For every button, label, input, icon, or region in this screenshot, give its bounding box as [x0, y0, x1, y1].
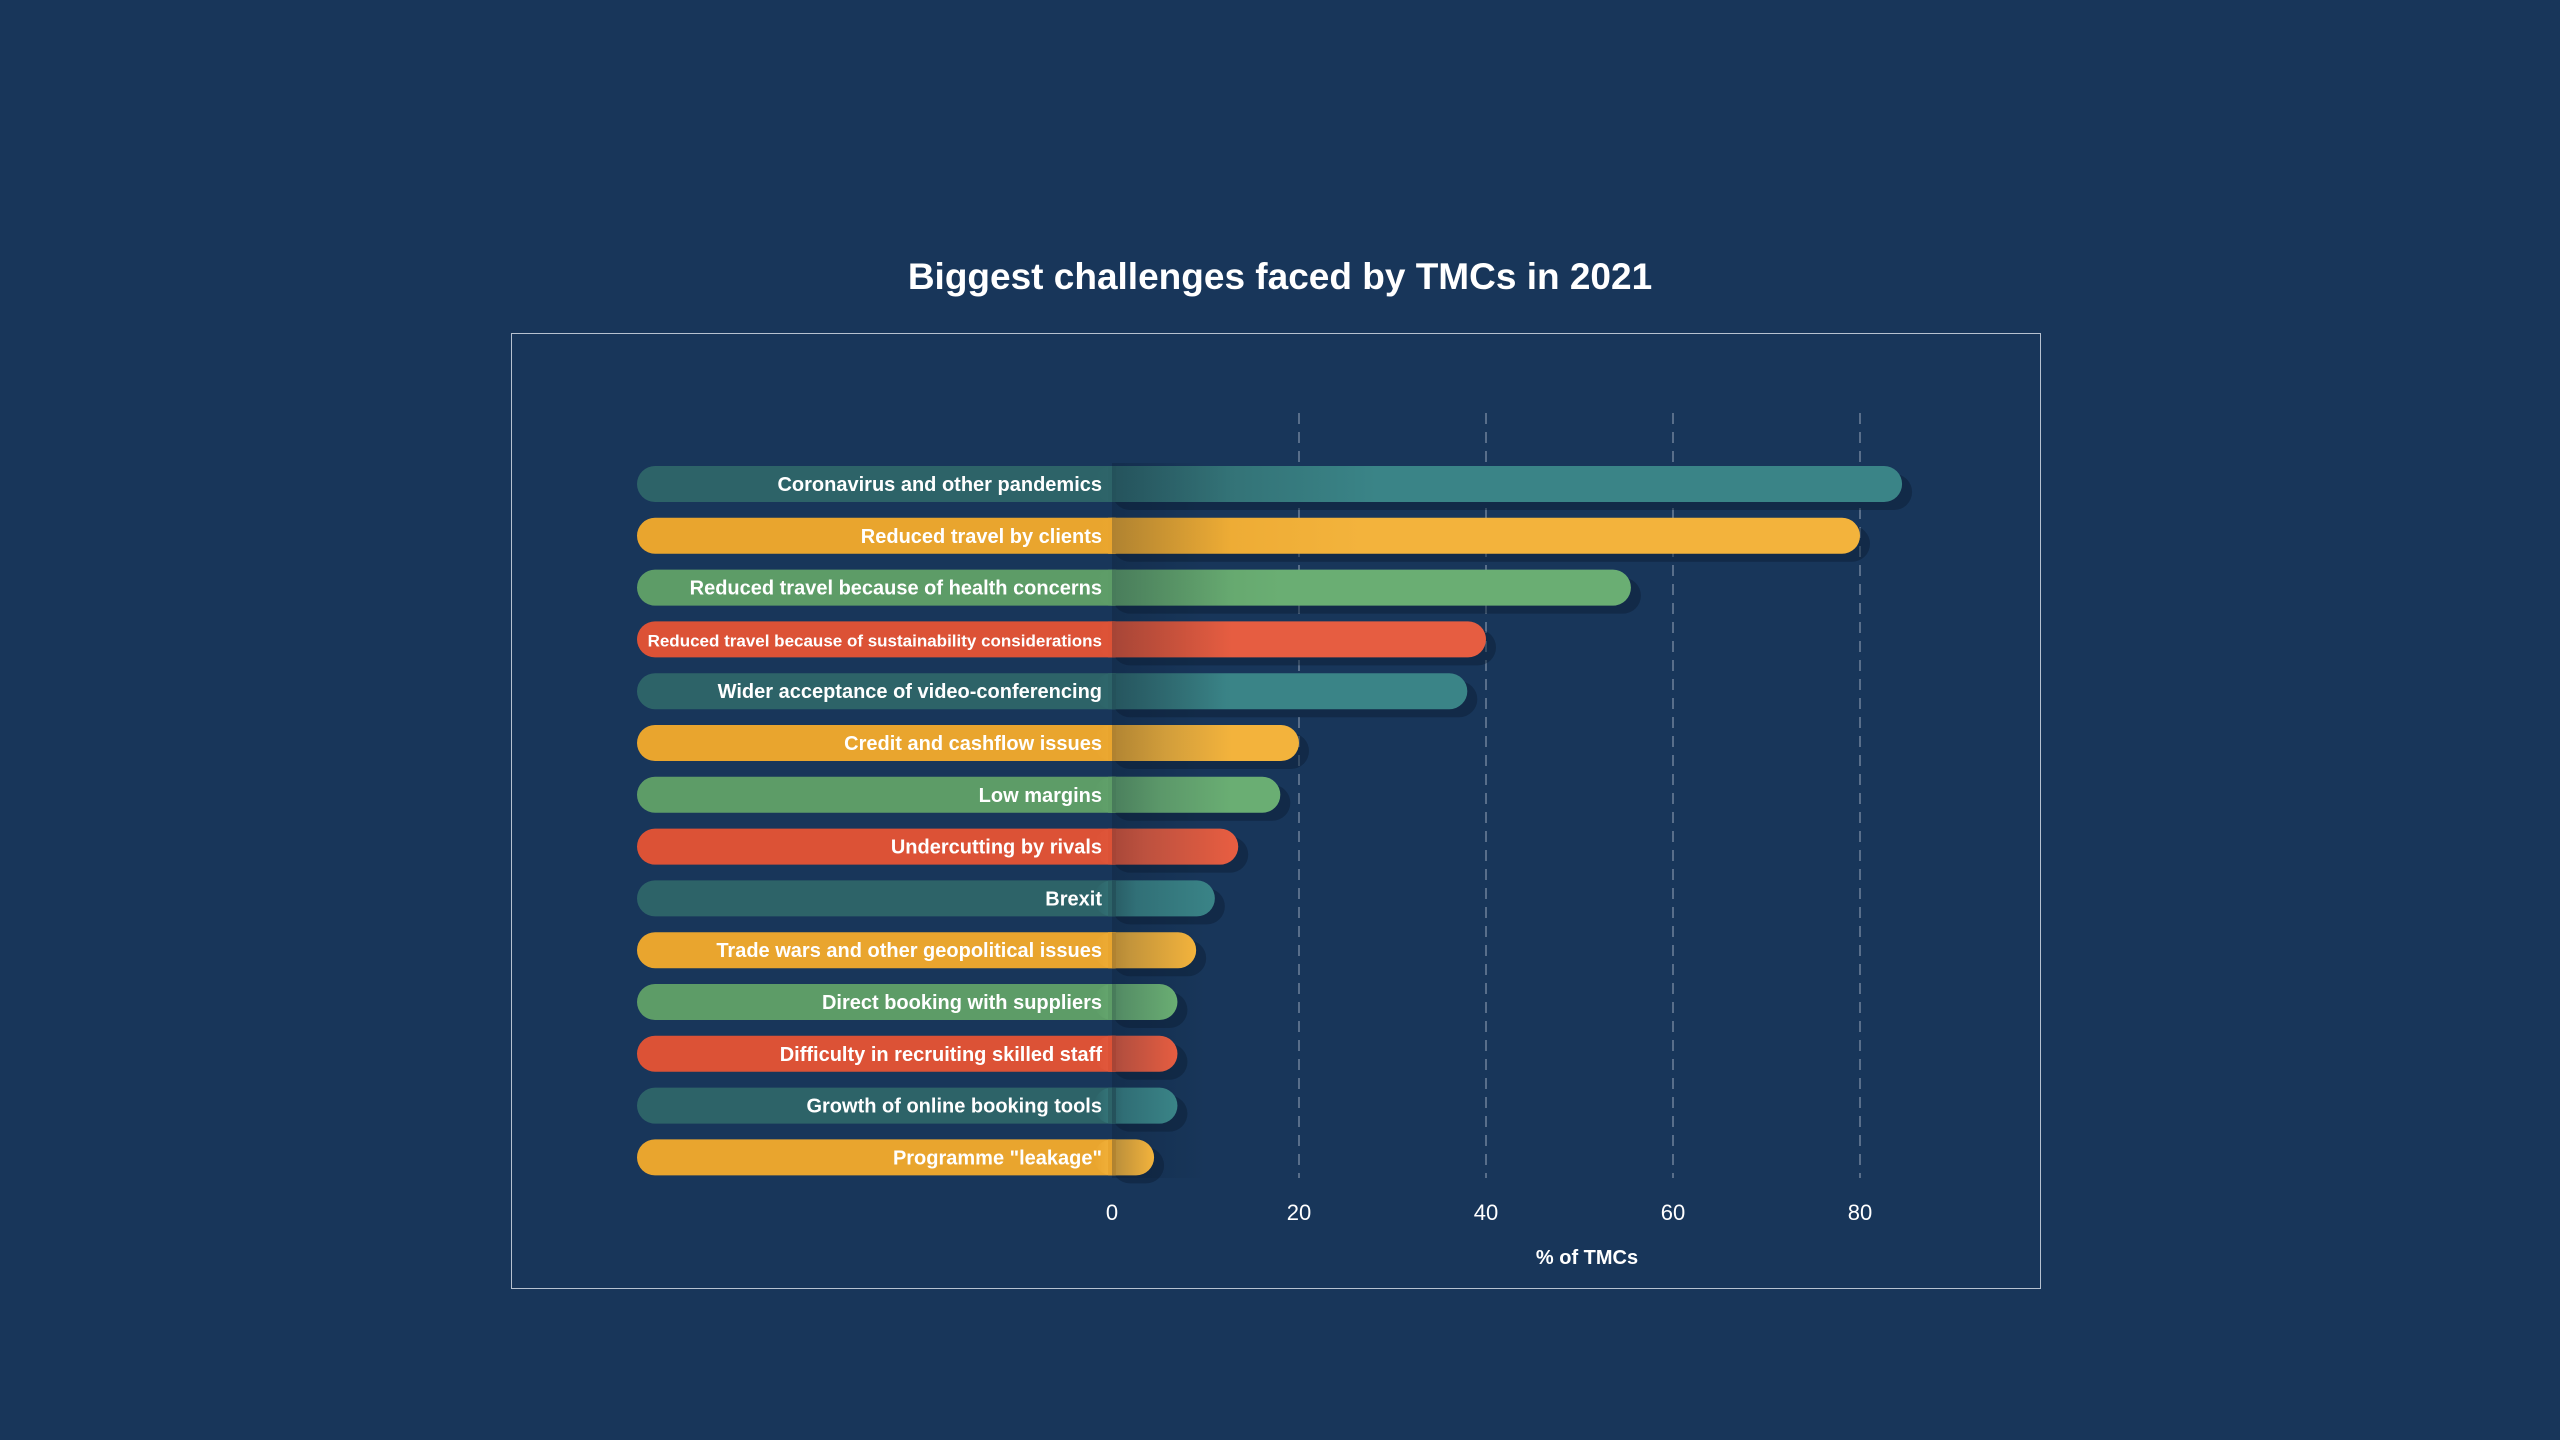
category-label: Wider acceptance of video-conferencing [718, 681, 1102, 703]
bar-zero-shade [1112, 621, 1232, 658]
category-label: Reduced travel because of sustainability… [648, 631, 1102, 650]
label-pill [637, 569, 1132, 606]
category-label: Credit and cashflow issues [844, 733, 1102, 755]
label-pill [637, 725, 1132, 761]
x-tick-label: 60 [1661, 1200, 1685, 1225]
label-pill [637, 880, 1132, 917]
label-pill [637, 828, 1132, 865]
bar-row: Low margins [637, 776, 1291, 821]
bar-row: Trade wars and other geopolitical issues [637, 932, 1207, 977]
category-label: Programme "leakage" [893, 1147, 1102, 1169]
category-label: Reduced travel by clients [861, 526, 1102, 548]
x-tick-label: 20 [1287, 1200, 1311, 1225]
category-label: Low margins [979, 785, 1102, 807]
label-pill [637, 776, 1132, 813]
plot-frame [511, 333, 2041, 1289]
bar-row: Brexit [637, 880, 1225, 925]
category-label: Undercutting by rivals [891, 837, 1102, 859]
category-label: Coronavirus and other pandemics [777, 474, 1102, 496]
bar-zero-shade [1112, 932, 1197, 969]
category-label: Difficulty in recruiting skilled staff [780, 1044, 1103, 1066]
label-pill [637, 1035, 1132, 1072]
bar-row: Wider acceptance of video-conferencing [637, 673, 1478, 718]
bar-zero-shade [1112, 984, 1178, 1020]
category-label: Reduced travel because of health concern… [690, 578, 1102, 600]
bar-zero-shade [1112, 828, 1232, 865]
chart-title: Biggest challenges faced by TMCs in 2021 [907, 256, 1653, 297]
bar-zero-shade [1112, 569, 1232, 606]
x-tick-label: 80 [1848, 1200, 1872, 1225]
category-label: Direct booking with suppliers [822, 992, 1102, 1014]
bar-zero-shade [1112, 880, 1215, 917]
label-pill [637, 984, 1132, 1020]
bar-row: Programme "leakage" [637, 1139, 1165, 1184]
bar-row: Reduced travel because of sustainability… [637, 621, 1496, 666]
x-tick-label: 0 [1106, 1200, 1118, 1225]
label-pill [637, 1087, 1132, 1124]
bar [1094, 466, 1903, 502]
bar-zero-shade [1112, 1035, 1178, 1072]
bar-zero-shade [1112, 466, 1232, 502]
bar-zero-shade [1112, 673, 1232, 710]
label-pill [637, 517, 1132, 554]
bar-zero-shade [1112, 1139, 1155, 1176]
bar-zero-shade [1112, 1087, 1178, 1124]
bar-row: Reduced travel by clients [637, 517, 1870, 562]
label-pill [637, 466, 1132, 502]
label-pill [637, 621, 1132, 658]
x-tick-label: 40 [1474, 1200, 1498, 1225]
bar-zero-shade [1112, 776, 1232, 813]
bar-row: Coronavirus and other pandemics [637, 466, 1913, 510]
category-label: Brexit [1045, 888, 1102, 910]
gridlines [1298, 413, 1861, 1178]
bar-row: Growth of online booking tools [637, 1087, 1188, 1132]
category-label: Trade wars and other geopolitical issues [716, 940, 1102, 962]
bar-row: Credit and cashflow issues [637, 725, 1309, 769]
label-pill [637, 932, 1132, 969]
x-axis-label: % of TMCs [1536, 1247, 1638, 1269]
bar [1094, 517, 1860, 554]
bar-zero-shade [1112, 517, 1232, 554]
label-pill [637, 1139, 1132, 1176]
label-pill [637, 673, 1132, 710]
bar-zero-shade [1112, 725, 1232, 761]
bar-row: Undercutting by rivals [637, 828, 1249, 873]
bar-row: Difficulty in recruiting skilled staff [637, 1035, 1188, 1080]
category-label: Growth of online booking tools [806, 1096, 1102, 1118]
bar-row: Direct booking with suppliers [637, 984, 1188, 1028]
bar-row: Reduced travel because of health concern… [637, 569, 1641, 614]
